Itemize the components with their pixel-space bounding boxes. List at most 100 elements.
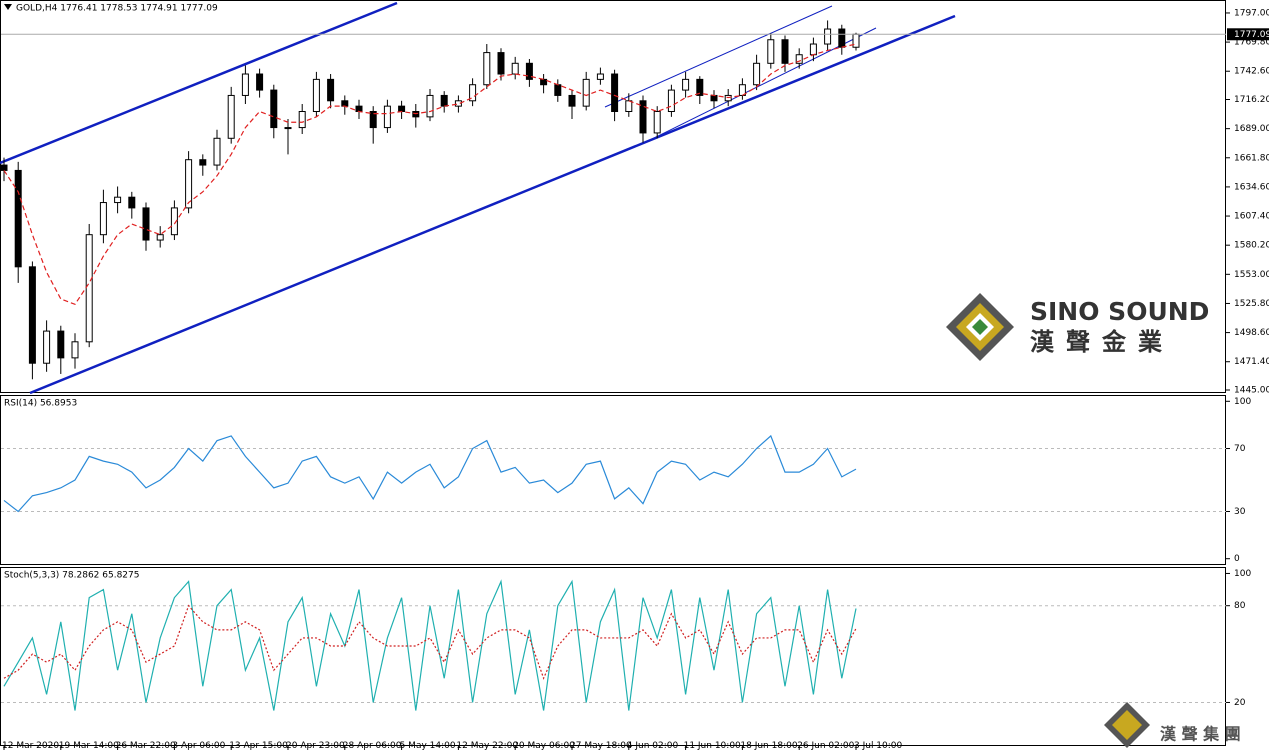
- y-tick-label: 1525.80: [1234, 299, 1269, 309]
- candle-body: [781, 39, 789, 64]
- candle-body: [14, 169, 22, 268]
- symbol-header: GOLD,H4 1776.41 1778.53 1774.91 1777.09: [16, 4, 218, 14]
- candle-body: [483, 52, 491, 86]
- candle-body: [99, 202, 107, 236]
- y-tick-label: 1580.20: [1234, 241, 1269, 251]
- candle-body: [43, 330, 51, 364]
- candle-body: [426, 94, 434, 118]
- y-tick-label: 100: [1234, 569, 1251, 579]
- x-tick-label: 27 May 18:00: [570, 741, 632, 751]
- candle-body: [469, 84, 477, 102]
- brand-footer: 漢 聲 集 團: [1160, 725, 1241, 744]
- candle-body: [284, 127, 292, 130]
- candle-body: [270, 89, 278, 129]
- candle-body: [398, 105, 406, 113]
- y-tick-label: 80: [1234, 601, 1246, 611]
- candle-body: [696, 78, 704, 96]
- stoch-frame: [0, 567, 1226, 746]
- x-tick-label: 26 Mar 22:00: [116, 741, 176, 751]
- candle-body: [824, 28, 832, 45]
- candle-body: [497, 52, 505, 75]
- y-tick-label: 1498.60: [1234, 328, 1269, 338]
- menu-arrow[interactable]: [4, 4, 12, 10]
- x-tick-label: 26 Jun 02:00: [797, 741, 854, 751]
- channel-lines: [0, 1, 956, 395]
- logo-center: [972, 319, 988, 335]
- candle-body: [568, 94, 576, 107]
- candle-body: [28, 266, 36, 364]
- candle-body: [185, 159, 193, 209]
- x-tick-label: 11 Jun 10:00: [684, 741, 741, 751]
- inner-channel-lower: [639, 27, 877, 146]
- candle-body: [383, 105, 391, 129]
- price-tag: [1227, 28, 1269, 41]
- logo: SINO SOUND 漢聲金業 漢 聲 集 團: [946, 293, 1241, 748]
- x-tick-label: 4 Jun 02:00: [627, 741, 679, 751]
- y-tick-label: 1716.20: [1234, 95, 1269, 105]
- candle-body: [128, 196, 136, 209]
- y-tick-label: 1634.60: [1234, 182, 1269, 192]
- candle-body: [0, 164, 8, 171]
- candle-body: [85, 234, 93, 343]
- rsi-title: RSI(14) 56.8953: [4, 399, 77, 409]
- candle-body: [227, 94, 235, 139]
- candle-body: [327, 78, 335, 102]
- candle-body: [540, 78, 548, 86]
- y-tick-label: 1769.80: [1234, 38, 1269, 48]
- rsi-line: [3, 434, 857, 513]
- x-tick-label: 3 Jul 10:00: [854, 741, 903, 751]
- channel-upper: [0, 1, 398, 165]
- x-tick-label: 5 May 14:00: [400, 741, 456, 751]
- candle-body: [440, 94, 448, 107]
- candle-body: [369, 111, 377, 129]
- y-tick-label: 30: [1234, 507, 1246, 517]
- candle-body: [525, 62, 533, 80]
- channel-lower: [29, 14, 956, 395]
- candle-body: [753, 62, 761, 86]
- candle-body: [838, 28, 846, 48]
- main-frame: [0, 0, 1226, 393]
- candle-body: [639, 100, 647, 134]
- candle-body: [852, 33, 860, 48]
- candle-body: [57, 330, 65, 359]
- brand-name: SINO SOUND: [1030, 297, 1209, 326]
- candle-body: [596, 73, 604, 80]
- footer-logo-inner: [1112, 710, 1142, 740]
- candle-body: [256, 73, 264, 91]
- y-tick-label: 1471.40: [1234, 357, 1269, 367]
- x-tick-label: 28 Apr 06:00: [343, 741, 402, 751]
- candle-body: [241, 73, 249, 96]
- y-tick-label: 70: [1234, 444, 1246, 454]
- candle-body: [199, 159, 207, 166]
- candle-body: [625, 100, 633, 113]
- candle-body: [114, 196, 122, 204]
- x-tick-label: 20 Apr 23:00: [286, 741, 345, 751]
- stoch-k-line: [3, 579, 857, 711]
- candle-body: [511, 62, 519, 75]
- y-tick-label: 1689.00: [1234, 124, 1269, 134]
- y-tick-label: 1661.80: [1234, 153, 1269, 163]
- candle-body: [454, 100, 462, 107]
- rsi-frame: [0, 395, 1226, 565]
- panel-frames: [0, 0, 1226, 746]
- candle-body: [298, 111, 306, 129]
- brand-chinese: 漢聲金業: [1030, 328, 1174, 356]
- moving-average: [3, 43, 857, 306]
- x-tick-label: 20 May 06:00: [513, 741, 575, 751]
- candle-body: [156, 234, 164, 241]
- candle-body: [341, 100, 349, 107]
- x-tick-label: 13 Apr 15:00: [229, 741, 288, 751]
- candle-body: [71, 341, 79, 359]
- candle-body: [355, 105, 363, 113]
- candle-body: [710, 94, 718, 102]
- candle-body: [582, 78, 590, 107]
- x-tick-label: 12 Mar 2020: [2, 741, 59, 751]
- candle-body: [554, 84, 562, 96]
- y-tick-label: 0: [1234, 554, 1240, 564]
- y-tick-label: 1553.00: [1234, 270, 1269, 280]
- x-tick-label: 3 Apr 06:00: [172, 741, 225, 751]
- candle-body: [667, 89, 675, 113]
- candle-body: [213, 137, 221, 166]
